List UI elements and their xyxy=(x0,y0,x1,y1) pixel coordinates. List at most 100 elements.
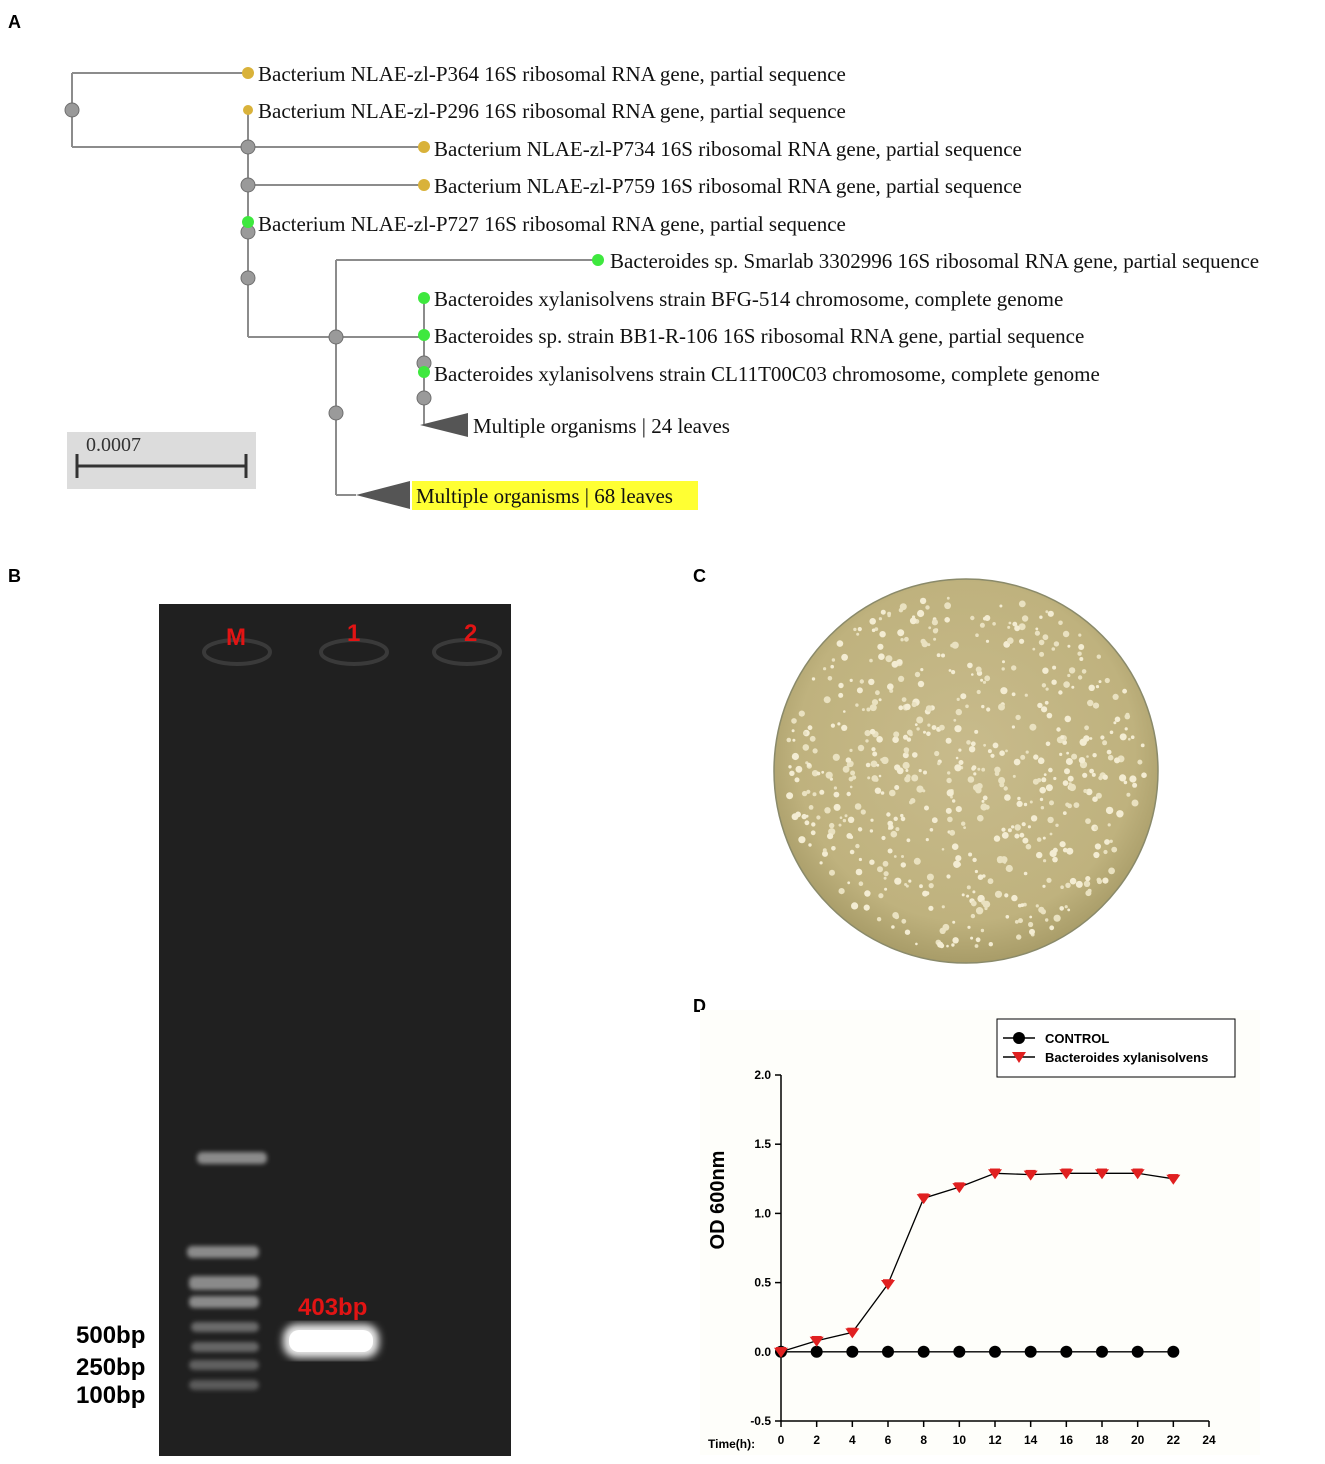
internal-node xyxy=(328,405,344,421)
y-tick-label: 0.0 xyxy=(754,1345,771,1359)
colony xyxy=(917,609,925,618)
bacteroides-point xyxy=(988,1169,1002,1180)
colony xyxy=(1067,644,1071,648)
colony xyxy=(967,662,973,669)
colony xyxy=(850,770,856,776)
colony xyxy=(948,669,952,672)
leaf-label: Bacterium NLAE-zl-P727 16S ribosomal RNA… xyxy=(258,212,846,236)
colony xyxy=(974,729,979,734)
colony xyxy=(1018,623,1026,631)
colony xyxy=(1065,758,1073,765)
colony xyxy=(1128,737,1131,741)
colony xyxy=(1114,757,1120,764)
colony xyxy=(936,653,941,658)
colony xyxy=(849,678,853,682)
colony xyxy=(1063,681,1070,688)
colony xyxy=(904,636,909,642)
colony xyxy=(1037,702,1043,709)
agar-plate xyxy=(773,578,1159,964)
colony xyxy=(958,748,962,752)
control-point xyxy=(1096,1345,1108,1358)
scale-bar-label: 0.0007 xyxy=(86,434,141,456)
colony xyxy=(1083,789,1088,793)
colony xyxy=(1039,786,1046,794)
x-tick-label: 4 xyxy=(849,1433,856,1447)
colony xyxy=(1036,837,1042,842)
colony xyxy=(906,737,912,742)
colony xyxy=(1102,877,1109,884)
colony xyxy=(869,728,876,735)
colony xyxy=(945,737,952,744)
colony xyxy=(858,881,864,886)
colony xyxy=(786,792,794,800)
control-point xyxy=(1131,1345,1144,1358)
colony xyxy=(1035,904,1039,908)
colony xyxy=(876,763,880,767)
colony xyxy=(1094,843,1101,850)
colony xyxy=(901,855,904,858)
colony xyxy=(887,848,893,854)
colony xyxy=(878,698,882,702)
colony xyxy=(904,776,911,783)
colony xyxy=(1034,630,1040,636)
colony xyxy=(1065,882,1071,888)
colony xyxy=(1064,715,1072,723)
colony xyxy=(1124,727,1128,731)
colony xyxy=(864,890,871,897)
colony xyxy=(1029,800,1033,804)
colony xyxy=(854,803,862,810)
colony xyxy=(901,918,907,924)
bacteroides-point xyxy=(1130,1169,1145,1180)
colony xyxy=(970,615,975,621)
colony xyxy=(928,905,934,911)
colony xyxy=(994,766,1001,773)
colony xyxy=(1062,740,1067,745)
colony xyxy=(876,736,883,743)
colony xyxy=(946,944,949,948)
colony xyxy=(941,653,945,658)
product-size-label: 403bp xyxy=(298,1294,368,1321)
colony xyxy=(911,701,917,708)
colony xyxy=(892,912,899,919)
colony xyxy=(831,846,836,851)
colony xyxy=(1119,733,1127,741)
collapsed-label: Multiple organisms | 24 leaves xyxy=(473,414,730,438)
colony xyxy=(1005,749,1008,753)
colony xyxy=(859,679,864,684)
colony xyxy=(912,752,918,758)
bacteroides-point xyxy=(1023,1170,1038,1181)
colony xyxy=(1055,823,1059,827)
colony xyxy=(808,805,814,810)
colony xyxy=(802,744,810,751)
colony xyxy=(1081,669,1087,674)
colony xyxy=(998,703,1005,711)
colony xyxy=(1102,740,1108,746)
control-point xyxy=(882,1345,894,1358)
colony xyxy=(1001,667,1005,671)
colony xyxy=(1021,615,1029,622)
colony xyxy=(865,762,871,768)
colony xyxy=(843,710,846,713)
colony xyxy=(798,836,806,844)
colony xyxy=(1086,755,1089,758)
colony xyxy=(975,937,981,943)
colony xyxy=(1041,683,1047,688)
colony xyxy=(982,680,987,684)
colony xyxy=(979,622,985,628)
colony xyxy=(916,727,920,731)
colony xyxy=(1043,773,1047,776)
colony xyxy=(895,827,900,832)
panel-label-a: A xyxy=(8,12,21,32)
colony xyxy=(1011,692,1016,697)
colony xyxy=(1045,610,1049,614)
colony xyxy=(841,724,848,731)
colony xyxy=(951,943,955,947)
colony xyxy=(1088,684,1095,691)
colony xyxy=(963,826,966,829)
colony xyxy=(849,849,855,855)
colony xyxy=(972,890,976,894)
colony xyxy=(1056,727,1061,732)
colony xyxy=(819,789,825,795)
colony xyxy=(925,705,933,712)
collapsed-label-highlighted: Multiple organisms | 68 leaves xyxy=(416,484,673,508)
